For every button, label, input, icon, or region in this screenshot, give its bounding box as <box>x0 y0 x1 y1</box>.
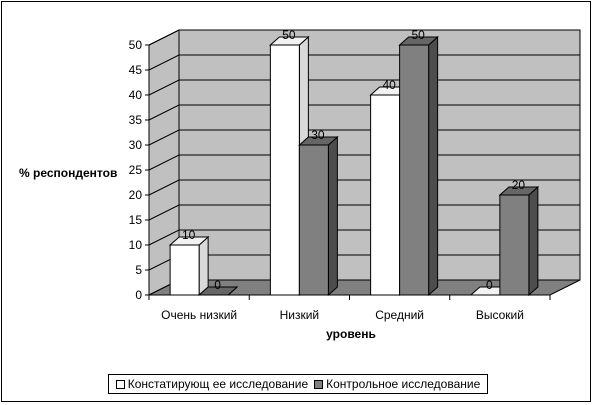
bar-side-2 <box>428 35 439 297</box>
bar-side-2 <box>327 135 338 297</box>
gridline <box>148 179 580 196</box>
legend-label-series-2: Контрольное исследование <box>326 377 481 391</box>
data-label: 20 <box>512 178 526 192</box>
y-tick-label: 35 <box>129 113 143 127</box>
legend-swatch-series-1 <box>115 379 125 389</box>
bar-side-1 <box>198 235 209 297</box>
x-tick-label: Средний <box>375 308 424 322</box>
y-tick-label: 10 <box>129 238 143 252</box>
x-axis-label: уровень <box>326 327 376 341</box>
y-tick-label: 45 <box>129 63 143 77</box>
legend-item-series-1: Констатирующ ее исследование <box>115 377 309 391</box>
bar-series-2 <box>399 44 430 296</box>
y-tick-label: 50 <box>129 38 143 52</box>
gridline <box>148 79 580 96</box>
bar-series-2 <box>499 194 530 296</box>
bar-series-1 <box>169 244 200 296</box>
gridline <box>148 129 580 146</box>
legend: Констатирующ ее исследование Контрольное… <box>108 374 488 394</box>
gridline <box>148 29 580 46</box>
data-label: 10 <box>182 228 196 242</box>
data-label: 0 <box>486 278 493 292</box>
x-tick-label: Очень низкий <box>161 308 237 322</box>
y-axis-label: % респондентов <box>19 166 117 180</box>
y-tick-label: 40 <box>129 88 143 102</box>
y-tick-label: 20 <box>129 188 143 202</box>
data-label: 50 <box>282 28 296 42</box>
bar-series-1 <box>370 94 401 296</box>
y-tick-label: 25 <box>129 163 143 177</box>
data-label: 0 <box>214 278 221 292</box>
y-tick-label: 30 <box>129 138 143 152</box>
gridline <box>148 204 580 221</box>
y-tick-label: 5 <box>135 263 142 277</box>
x-tick-label: Высокий <box>476 308 524 322</box>
bar-series-1 <box>269 44 300 296</box>
legend-label-series-1: Констатирующ ее исследование <box>127 377 309 391</box>
x-tick-label: Низкий <box>280 308 320 322</box>
bar-series-2 <box>298 144 329 296</box>
gridline <box>148 229 580 246</box>
legend-item-series-2: Контрольное исследование <box>314 377 480 391</box>
gridline <box>148 104 580 121</box>
gridline <box>148 54 580 71</box>
legend-swatch-series-2 <box>314 379 324 389</box>
y-tick-label: 15 <box>129 213 143 227</box>
data-label: 50 <box>411 28 425 42</box>
bar-side-2 <box>528 185 539 297</box>
gridline <box>148 154 580 171</box>
y-tick-label: 0 <box>135 288 142 302</box>
data-label: 30 <box>311 128 325 142</box>
data-label: 40 <box>382 78 396 92</box>
